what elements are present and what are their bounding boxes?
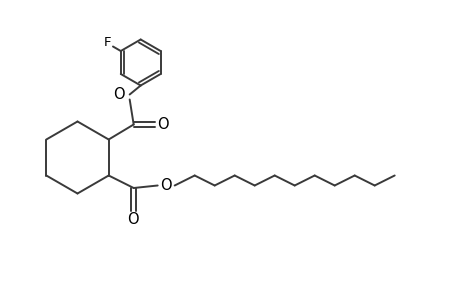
- Text: O: O: [157, 117, 168, 132]
- Text: F: F: [104, 36, 112, 49]
- Text: O: O: [160, 178, 172, 193]
- Text: O: O: [127, 212, 138, 226]
- Text: O: O: [112, 87, 124, 102]
